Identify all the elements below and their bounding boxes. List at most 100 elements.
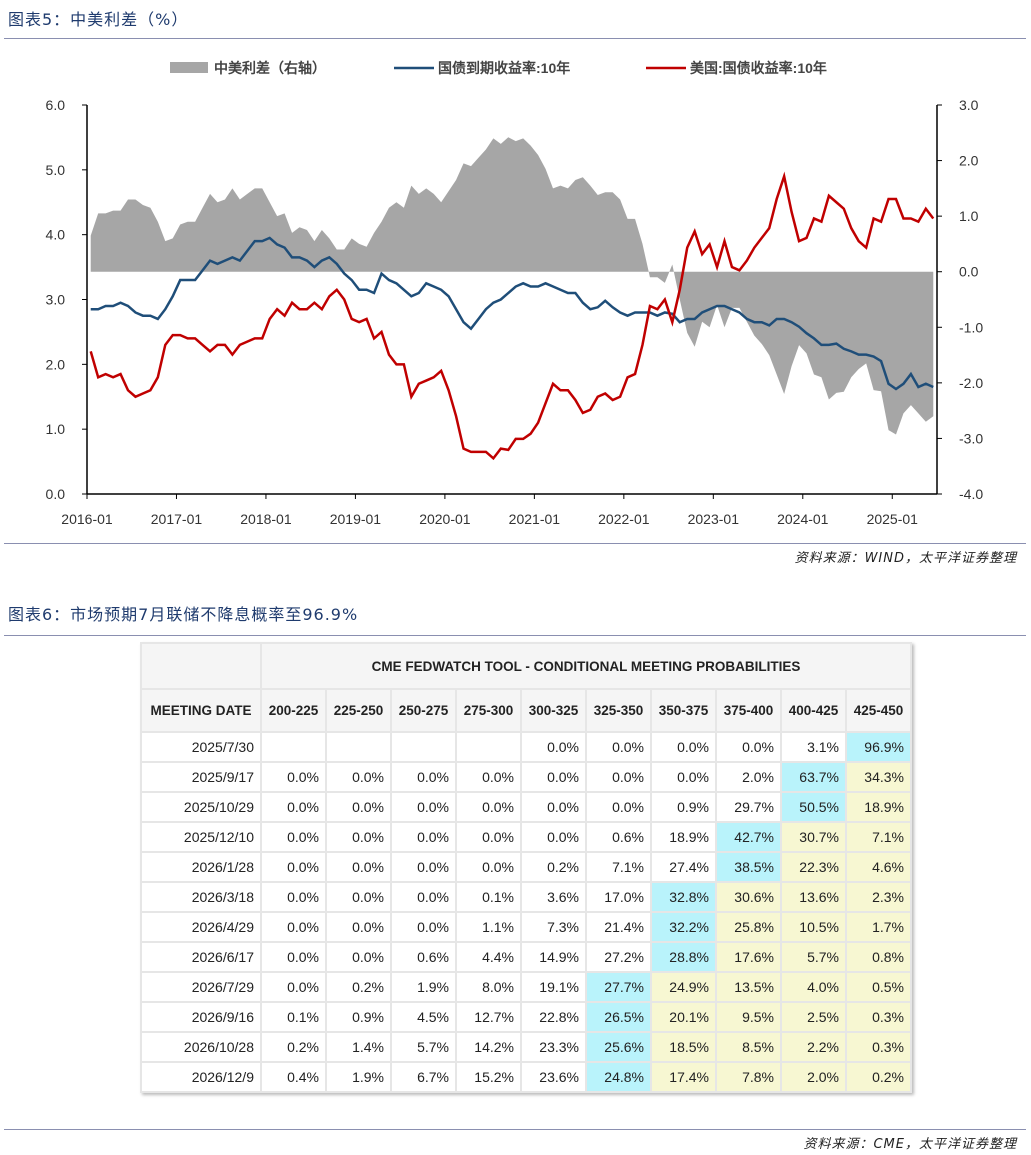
probability-cell: 7.8% bbox=[715, 1061, 782, 1093]
probability-cell: 18.9% bbox=[845, 791, 912, 823]
probability-cell: 25.6% bbox=[585, 1031, 652, 1063]
right-tick-label: 2.0 bbox=[959, 153, 979, 169]
probability-cell: 13.5% bbox=[715, 971, 782, 1003]
probability-cell: 26.5% bbox=[585, 1001, 652, 1033]
probability-cell: 0.9% bbox=[325, 1001, 392, 1033]
figure5-title: 图表5：中美利差（%） bbox=[8, 10, 189, 29]
divider bbox=[4, 635, 1026, 636]
probability-cell: 4.4% bbox=[455, 941, 522, 973]
probability-cell: 15.2% bbox=[455, 1061, 522, 1093]
probability-cell: 0.2% bbox=[325, 971, 392, 1003]
probability-cell: 63.7% bbox=[780, 761, 847, 793]
probability-cell: 0.3% bbox=[845, 1001, 912, 1033]
meeting-date: 2025/9/17 bbox=[140, 761, 262, 793]
spread-chart: 0.0 1.0 2.0 3.0 4.0 5.0 6.0 -4.0 -3.0 -2.0 -1.0 0.0… bbox=[46, 60, 984, 527]
probability-cell: 0.0% bbox=[455, 761, 522, 793]
probability-cell: 3.1% bbox=[780, 731, 847, 763]
meeting-date: 2026/9/16 bbox=[140, 1001, 262, 1033]
divider bbox=[4, 38, 1026, 39]
column-header: 225-250 bbox=[325, 688, 392, 733]
meeting-date: 2025/7/30 bbox=[140, 731, 262, 763]
probability-cell: 0.0% bbox=[325, 851, 392, 883]
probability-cell: 0.2% bbox=[520, 851, 587, 883]
table-row: 2026/4/29 0.0% 0.0% 0.0% 1.1% 7.3% 21.4% 32.2% 2… bbox=[140, 911, 912, 943]
probability-cell: 0.0% bbox=[650, 731, 717, 763]
probability-cell: 20.1% bbox=[650, 1001, 717, 1033]
probability-cell: 0.2% bbox=[260, 1031, 327, 1063]
probability-cell: 6.7% bbox=[390, 1061, 457, 1093]
meeting-date: 2026/4/29 bbox=[140, 911, 262, 943]
probability-cell: 7.1% bbox=[845, 821, 912, 853]
column-header: 300-325 bbox=[520, 688, 587, 733]
probability-cell: 0.0% bbox=[260, 791, 327, 823]
probability-cell: 0.0% bbox=[520, 761, 587, 793]
probability-cell: 32.2% bbox=[650, 911, 717, 943]
x-tick-label: 2023-01 bbox=[688, 511, 740, 527]
probability-cell: 0.0% bbox=[260, 881, 327, 913]
probability-cell: 7.3% bbox=[520, 911, 587, 943]
probability-cell: 0.0% bbox=[390, 881, 457, 913]
table-row: 2026/12/9 0.4% 1.9% 6.7% 15.2% 23.6% 24.8% 17.4… bbox=[140, 1061, 912, 1093]
legend-label: 中美利差（右轴） bbox=[214, 60, 326, 76]
column-header: 375-400 bbox=[715, 688, 782, 733]
probability-cell: 5.7% bbox=[390, 1031, 457, 1063]
probability-cell: 12.7% bbox=[455, 1001, 522, 1033]
probability-cell: 2.3% bbox=[845, 881, 912, 913]
x-tick-label: 2022-01 bbox=[598, 511, 650, 527]
x-tick-label: 2018-01 bbox=[240, 511, 292, 527]
probability-cell: 5.7% bbox=[780, 941, 847, 973]
probability-cell: 14.2% bbox=[455, 1031, 522, 1063]
probability-cell: 30.7% bbox=[780, 821, 847, 853]
column-header-row: MEETING DATE 200-225 225-250 250-275 275-300… bbox=[140, 688, 912, 733]
probability-cell: 2.0% bbox=[715, 761, 782, 793]
probability-cell: 23.6% bbox=[520, 1061, 587, 1093]
probability-cell: 13.6% bbox=[780, 881, 847, 913]
left-tick-label: 6.0 bbox=[46, 97, 66, 113]
column-header: 325-350 bbox=[585, 688, 652, 733]
column-header: MEETING DATE bbox=[140, 688, 262, 733]
probability-cell: 0.5% bbox=[845, 971, 912, 1003]
probability-cell: 0.0% bbox=[650, 761, 717, 793]
probability-cell: 0.0% bbox=[715, 731, 782, 763]
probability-cell: 24.8% bbox=[585, 1061, 652, 1093]
probability-cell: 0.0% bbox=[260, 911, 327, 943]
table-row: 2026/1/28 0.0% 0.0% 0.0% 0.0% 0.2% 7.1% 27.4% 38… bbox=[140, 851, 912, 883]
figure6-source: 资料来源：CME，太平洋证券整理 bbox=[803, 1137, 1017, 1152]
table-row: 2025/10/29 0.0% 0.0% 0.0% 0.0% 0.0% 0.0% 0.9% 29… bbox=[140, 791, 912, 823]
table-row: 2026/3/18 0.0% 0.0% 0.0% 0.1% 3.6% 17.0% 32.8% 3… bbox=[140, 881, 912, 913]
meeting-date: 2026/1/28 bbox=[140, 851, 262, 883]
corner-cell bbox=[140, 642, 262, 690]
probability-cell: 0.0% bbox=[520, 791, 587, 823]
probability-cell: 0.2% bbox=[845, 1061, 912, 1093]
x-tick-label: 2024-01 bbox=[777, 511, 829, 527]
meeting-date: 2026/6/17 bbox=[140, 941, 262, 973]
probability-cell: 0.0% bbox=[390, 761, 457, 793]
probability-cell: 42.7% bbox=[715, 821, 782, 853]
probability-cell: 17.0% bbox=[585, 881, 652, 913]
probability-cell: 0.6% bbox=[390, 941, 457, 973]
probability-cell: 0.0% bbox=[325, 761, 392, 793]
table-row: 2025/9/17 0.0% 0.0% 0.0% 0.0% 0.0% 0.0% 0.0% 2.0… bbox=[140, 761, 912, 793]
probability-cell: 18.9% bbox=[650, 821, 717, 853]
figure5-source: 资料来源：WIND，太平洋证券整理 bbox=[794, 551, 1017, 566]
cn-10y-line bbox=[90, 236, 934, 391]
x-tick-label: 2020-01 bbox=[419, 511, 471, 527]
left-tick-label: 2.0 bbox=[46, 356, 66, 372]
probability-cell: 1.9% bbox=[325, 1061, 392, 1093]
meeting-date: 2025/10/29 bbox=[140, 791, 262, 823]
meeting-date: 2026/3/18 bbox=[140, 881, 262, 913]
probability-cell: 22.8% bbox=[520, 1001, 587, 1033]
probability-cell: 0.0% bbox=[520, 731, 587, 763]
probability-cell: 0.0% bbox=[260, 971, 327, 1003]
probability-cell bbox=[390, 731, 457, 763]
probability-cell: 0.3% bbox=[845, 1031, 912, 1063]
probability-cell: 0.0% bbox=[325, 881, 392, 913]
column-header: 200-225 bbox=[260, 688, 327, 733]
probability-cell: 0.0% bbox=[455, 851, 522, 883]
probability-cell: 0.4% bbox=[260, 1061, 327, 1093]
probability-cell: 0.0% bbox=[325, 821, 392, 853]
probability-cell: 32.8% bbox=[650, 881, 717, 913]
probability-cell: 0.6% bbox=[585, 821, 652, 853]
probability-cell: 1.1% bbox=[455, 911, 522, 943]
probability-cell: 0.0% bbox=[390, 851, 457, 883]
